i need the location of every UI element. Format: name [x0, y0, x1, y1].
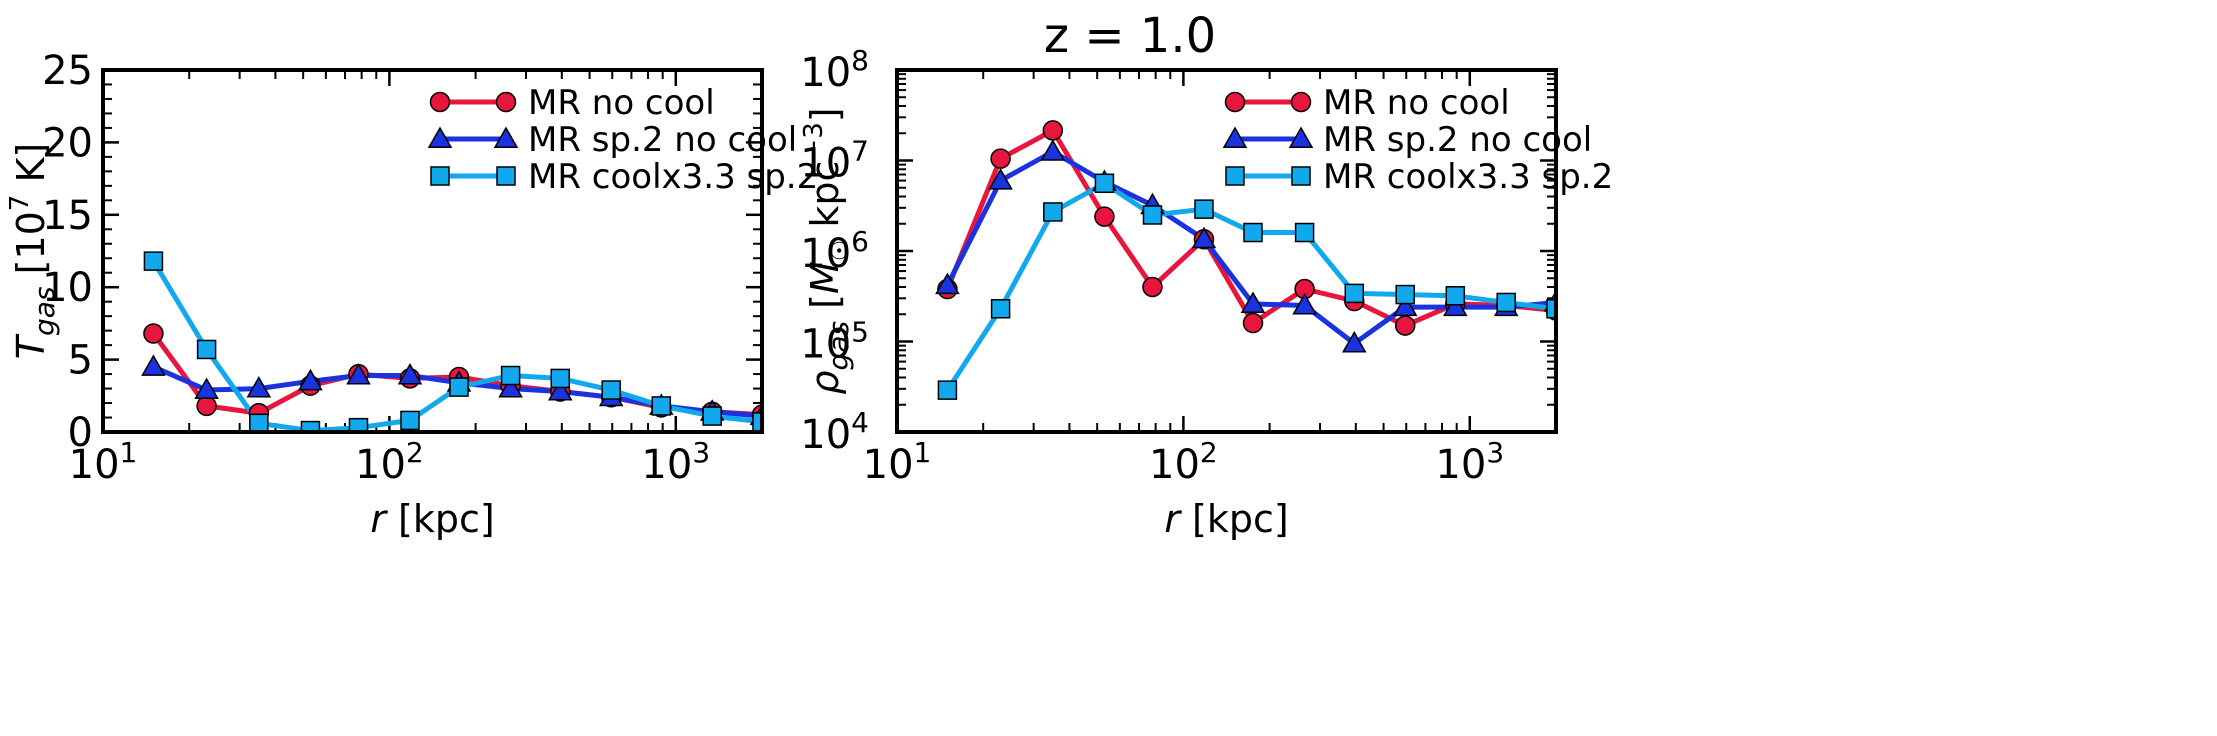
- x-tick-label: 102: [355, 436, 424, 488]
- data-point: [1392, 294, 1418, 317]
- y-axis-label: Tgas [107 K]: [5, 143, 61, 359]
- data-point: [550, 368, 571, 389]
- x-tick-label: 101: [69, 436, 138, 488]
- legend-label: MR no cool: [528, 83, 715, 123]
- series-group: [935, 120, 1556, 400]
- x-axis-label: r [kpc]: [370, 497, 494, 541]
- data-point: [298, 368, 323, 391]
- data-point: [1142, 276, 1163, 298]
- data-point: [1094, 173, 1115, 194]
- x-tick-label: 103: [1435, 436, 1504, 488]
- legend-marker: [1225, 166, 1245, 186]
- y-tick-label: 25: [42, 48, 93, 94]
- data-point: [141, 354, 166, 376]
- legend-marker: [1290, 91, 1312, 113]
- data-point: [1443, 294, 1468, 317]
- y-tick-label: 106: [800, 225, 869, 277]
- legend-label: MR sp.2 no cool: [1323, 120, 1592, 160]
- legend-label: MR coolx3.3 sp.2: [528, 157, 818, 197]
- legend-marker: [429, 91, 451, 113]
- data-point: [1194, 199, 1214, 219]
- legend-marker: [495, 91, 517, 113]
- plot-frame: [895, 68, 1558, 434]
- data-point: [702, 406, 722, 426]
- data-point: [547, 378, 573, 401]
- data-point: [143, 323, 164, 344]
- density-panel: 101 102 103 104 105 106 107 108 r [kpc] ρgas [M☉ …: [799, 44, 1613, 541]
- y-tick-label: 20: [42, 120, 93, 166]
- data-point: [601, 380, 621, 400]
- series-group: [141, 251, 762, 432]
- y-tick-label: 5: [68, 338, 93, 384]
- temperature-panel: 101 102 103 0 5 10 15 20 25 r [kpc] Tgas [107 K] MR…: [5, 48, 818, 541]
- data-point: [1142, 205, 1163, 225]
- legend-marker: [427, 126, 453, 148]
- data-point: [1191, 226, 1217, 249]
- legend-marker: [1222, 126, 1248, 148]
- y-tick-label: 105: [800, 316, 869, 368]
- y-tick-label: 0: [68, 410, 93, 456]
- y-tick-label: 15: [42, 193, 93, 239]
- data-point: [498, 376, 523, 398]
- data-point: [348, 417, 369, 432]
- legend-marker: [1291, 166, 1311, 186]
- data-point: [1344, 283, 1365, 304]
- data-point: [194, 377, 219, 400]
- y-tick-label: 104: [800, 406, 869, 458]
- data-point: [500, 365, 521, 386]
- data-point: [990, 299, 1011, 319]
- data-point: [196, 395, 217, 417]
- y-axis-label: ρgas [M☉ kpc−3]: [799, 107, 855, 394]
- data-point: [1292, 292, 1317, 315]
- y-tick-label: 108: [800, 44, 869, 96]
- legend-marker: [1288, 126, 1314, 148]
- data-point: [1294, 222, 1315, 243]
- legend-marker: [496, 166, 516, 186]
- x-tick-label: 103: [641, 436, 710, 488]
- data-point: [346, 363, 371, 385]
- data-point: [143, 251, 164, 271]
- data-point: [246, 376, 272, 398]
- y-tick-label: 107: [800, 135, 869, 187]
- legend-label: MR no cool: [1323, 83, 1510, 123]
- data-point: [1240, 291, 1266, 313]
- x-tick-label: 102: [1149, 436, 1218, 488]
- data-point: [651, 396, 672, 416]
- data-point: [400, 410, 420, 431]
- data-point: [196, 339, 217, 360]
- data-point: [1496, 292, 1516, 313]
- data-point: [1043, 202, 1063, 222]
- data-point: [937, 380, 958, 400]
- x-axis-label: r [kpc]: [1164, 497, 1288, 541]
- y-tick-label: 10: [42, 265, 93, 311]
- data-point: [1242, 312, 1264, 334]
- data-point: [1040, 139, 1066, 161]
- legend-marker: [430, 166, 450, 186]
- data-point: [249, 413, 269, 432]
- data-point: [988, 168, 1013, 190]
- data-point: [752, 412, 762, 432]
- figure-title: z = 1.0: [1044, 8, 1216, 64]
- data-point: [449, 377, 469, 397]
- legend-label: MR sp.2 no cool: [528, 120, 797, 160]
- data-point: [1394, 315, 1416, 336]
- data-point: [990, 148, 1011, 169]
- data-point: [1094, 206, 1115, 227]
- legend-marker: [1224, 91, 1246, 113]
- data-point: [1445, 286, 1466, 306]
- x-tick-label: 101: [863, 436, 932, 488]
- data-point: [1341, 331, 1367, 353]
- data-point: [935, 272, 960, 295]
- data-point: [397, 363, 423, 385]
- data-point: [1042, 120, 1064, 141]
- plot-frame: [101, 68, 764, 434]
- legend-marker: [493, 126, 519, 148]
- data-point: [1395, 284, 1415, 305]
- legend-label: MR coolx3.3 sp.2: [1323, 157, 1613, 197]
- data-point: [1243, 222, 1263, 243]
- data-point: [1546, 299, 1556, 319]
